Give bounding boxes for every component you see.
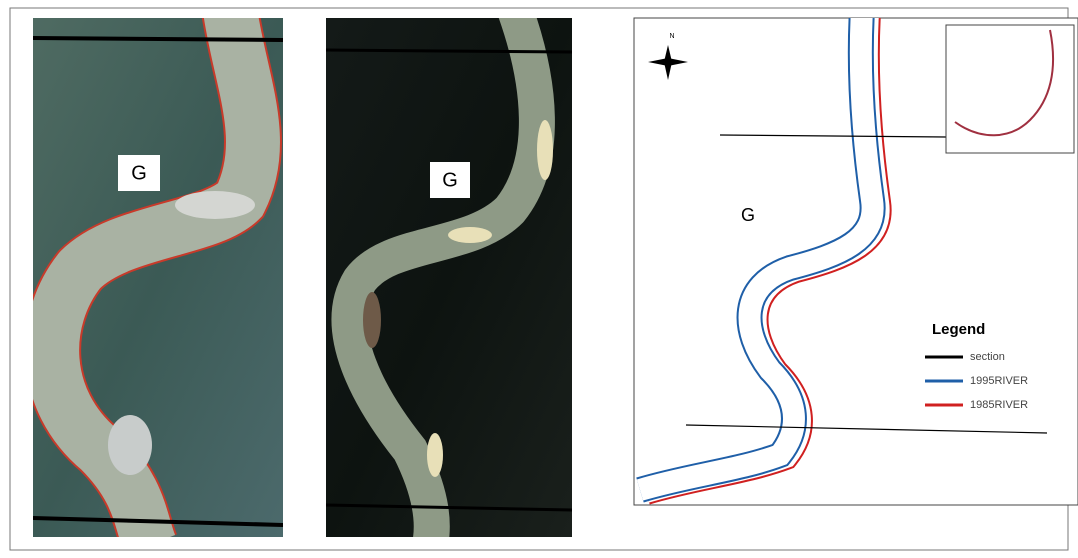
- legend-label: 1995RIVER: [970, 375, 1028, 387]
- panel-label: G: [442, 169, 458, 191]
- satellite-image-1995: [326, 10, 572, 545]
- inset-map: [946, 25, 1074, 153]
- map-label: G: [741, 205, 755, 225]
- legend-label: 1985RIVER: [970, 399, 1028, 411]
- figure: G G N G Legend section 1995RIVER 1985RIVER: [0, 0, 1078, 558]
- north-label: N: [669, 33, 674, 40]
- legend-label: section: [970, 351, 1005, 363]
- legend-title: Legend: [932, 321, 985, 338]
- panel-label: G: [131, 162, 147, 184]
- satellite-image-1985: [33, 10, 283, 545]
